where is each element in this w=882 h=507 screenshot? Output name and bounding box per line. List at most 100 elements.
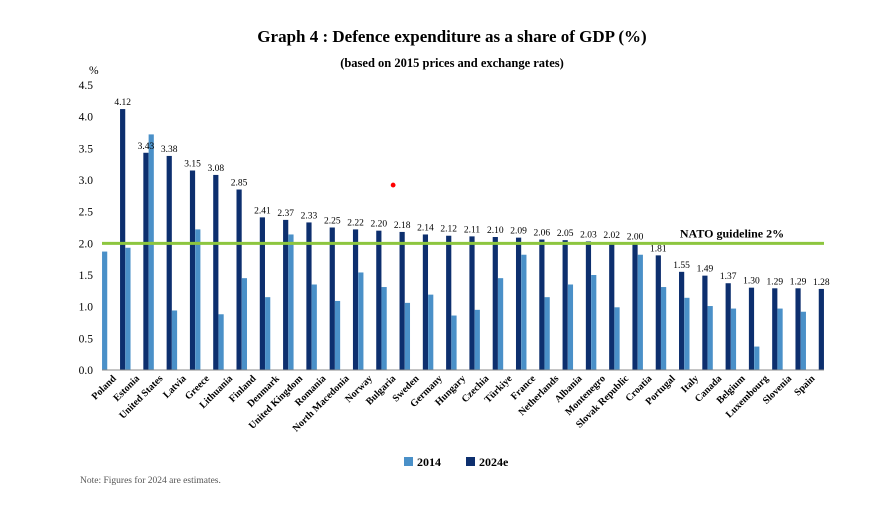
bar-2014 — [754, 346, 760, 370]
data-labels-group: 4.12 3.43 3.38 3.15 3.08 2.85 2.41 2.37 2.33 2.25… — [114, 98, 830, 288]
legend-label-2024e: 2024e — [479, 455, 509, 469]
bar-2024e — [515, 237, 522, 370]
bar-2024e — [655, 255, 661, 370]
bar-2014 — [800, 311, 806, 370]
data-label-2024e: 2.41 — [254, 206, 271, 216]
nato-guideline-label: NATO guideline 2% — [680, 226, 784, 240]
bar-2014 — [265, 297, 271, 370]
data-label-2024e: 2.14 — [417, 223, 434, 233]
bar-2024e — [189, 170, 196, 370]
y-tick-label: 4.0 — [79, 112, 94, 124]
bar-2014 — [777, 308, 783, 370]
bar-2024e — [166, 155, 172, 370]
data-label-2024e: 2.02 — [603, 231, 620, 241]
data-label-2024e: 3.43 — [138, 142, 155, 152]
bar-2014 — [474, 309, 480, 370]
y-tick-label: 1.5 — [79, 270, 94, 282]
bar-2024e — [352, 229, 359, 370]
bar-2024e — [795, 288, 801, 370]
data-label-2024e: 4.12 — [114, 98, 131, 108]
bar-2014 — [381, 287, 387, 370]
bar-2024e — [632, 243, 638, 370]
bar-2014 — [614, 307, 620, 370]
data-label-2024e: 3.08 — [207, 164, 224, 174]
bar-2024e — [306, 222, 312, 370]
bar-2014 — [218, 314, 224, 370]
y-axis-ticks: 0.0 0.5 1.0 1.5 2.0 2.5 3.0 3.5 4.0 4.5 — [79, 80, 94, 377]
bar-2024e — [609, 242, 615, 370]
data-label-2024e: 2.12 — [440, 225, 457, 235]
bar-2024e — [818, 288, 824, 370]
bar-2014 — [730, 308, 737, 370]
data-label-2024e: 3.38 — [161, 145, 178, 155]
bar-2014 — [544, 297, 550, 370]
data-label-2024e: 2.10 — [487, 226, 504, 236]
data-label-2024e: 1.29 — [766, 277, 783, 287]
y-tick-label: 2.5 — [79, 207, 94, 219]
bar-2014 — [497, 278, 504, 370]
data-label-2024e: 1.37 — [720, 272, 737, 282]
legend: 2014 2024e — [404, 455, 509, 469]
data-label-2024e: 2.18 — [394, 221, 411, 231]
bar-2014 — [311, 284, 317, 370]
bar-2014 — [707, 306, 713, 370]
data-label-2024e: 1.30 — [743, 277, 760, 287]
data-label-2024e: 2.00 — [627, 232, 644, 242]
data-label-2024e: 2.03 — [580, 230, 597, 240]
bar-2024e — [283, 219, 289, 370]
bar-2024e — [492, 237, 498, 370]
annotation-dot — [390, 182, 396, 188]
bar-2014 — [195, 229, 201, 370]
chart-subtitle: (based on 2015 prices and exchange rates… — [340, 56, 564, 70]
y-tick-label: 0.5 — [79, 333, 94, 345]
bar-2014 — [428, 294, 434, 370]
data-label-2024e: 1.55 — [673, 261, 690, 271]
data-label-2024e: 2.37 — [277, 209, 294, 219]
bar-2024e — [376, 230, 382, 370]
y-tick-label: 1.0 — [79, 302, 94, 314]
bar-2014 — [591, 275, 597, 370]
y-tick-label: 3.0 — [79, 175, 94, 187]
bar-2024e — [748, 287, 755, 370]
bar-2014 — [334, 300, 341, 370]
legend-label-2014: 2014 — [417, 455, 441, 469]
bar-2014 — [637, 254, 643, 370]
data-label-2024e: 1.28 — [813, 278, 830, 288]
bar-2014 — [358, 272, 364, 370]
x-tick-label: Spain — [792, 373, 817, 398]
bar-2024e — [725, 283, 731, 370]
bar-2024e — [772, 288, 778, 370]
bar-2024e — [120, 109, 126, 371]
data-label-2024e: 3.15 — [184, 160, 201, 170]
bar-2014 — [567, 284, 574, 370]
y-tick-label: 2.0 — [79, 238, 94, 250]
bar-2014 — [451, 315, 457, 370]
bar-2024e — [562, 240, 568, 370]
bar-2024e — [422, 234, 429, 370]
y-axis-unit-label: % — [89, 65, 99, 77]
bar-2014 — [171, 310, 178, 370]
legend-swatch-2024e — [466, 457, 475, 466]
data-label-2024e: 2.06 — [534, 229, 551, 239]
bar-2014 — [684, 297, 690, 370]
chart-title: Graph 4 : Defence expenditure as a share… — [257, 27, 646, 46]
bar-2014 — [404, 302, 411, 370]
data-label-2024e: 2.85 — [231, 179, 248, 189]
bar-2024e — [143, 152, 149, 370]
data-label-2024e: 1.29 — [790, 277, 807, 287]
legend-swatch-2014 — [404, 457, 413, 466]
data-label-2024e: 2.33 — [301, 211, 318, 221]
y-tick-label: 3.5 — [79, 143, 94, 155]
bar-2014 — [241, 278, 247, 370]
data-label-2024e: 2.25 — [324, 217, 341, 227]
bar-2024e — [702, 275, 708, 370]
nato-guideline: NATO guideline 2% — [102, 226, 824, 245]
data-label-2024e: 2.11 — [464, 225, 481, 235]
bar-2024e — [469, 236, 475, 370]
bar-2024e — [329, 227, 335, 370]
bar-2024e — [259, 217, 265, 370]
footnote: Note: Figures for 2024 are estimates. — [80, 475, 221, 486]
bar-2024e — [236, 189, 242, 370]
data-label-2024e: 2.22 — [347, 218, 364, 228]
